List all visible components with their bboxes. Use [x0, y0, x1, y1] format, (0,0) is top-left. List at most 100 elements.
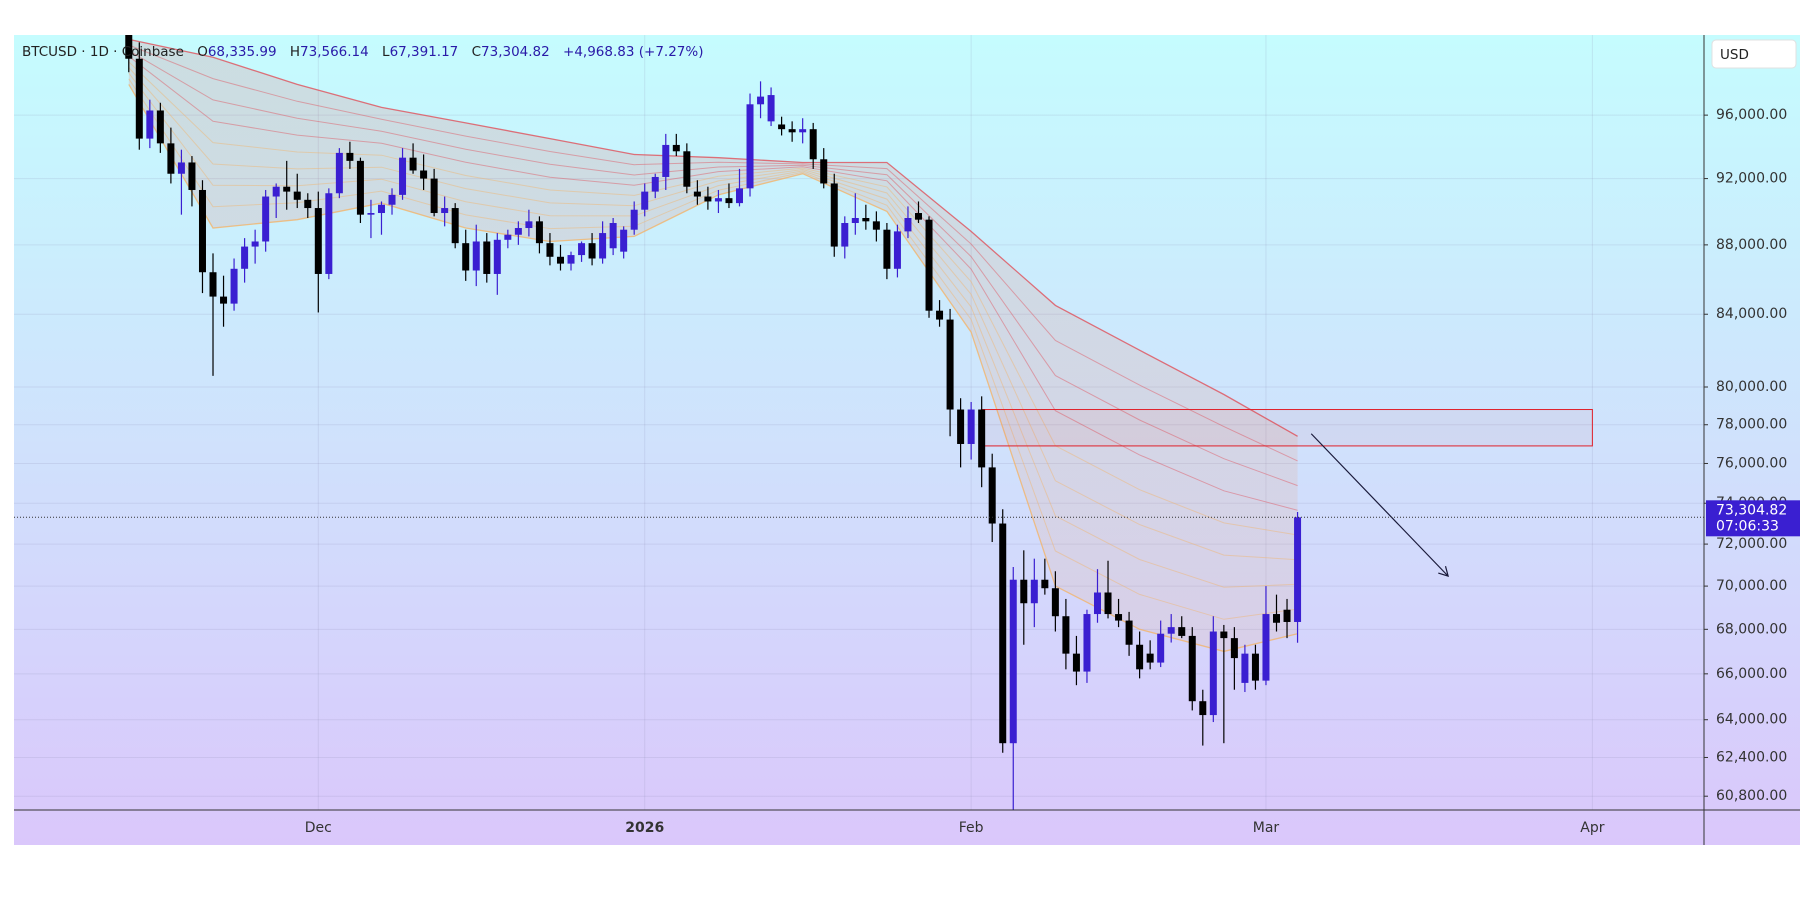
candle-body [220, 296, 228, 304]
last-price-box [1706, 500, 1800, 537]
candle-body [883, 229, 891, 269]
candle-body [957, 409, 965, 444]
candle-body [241, 246, 249, 269]
candle-body [778, 124, 786, 130]
candle-body [925, 219, 933, 311]
candle-body [1051, 588, 1059, 617]
y-tick-label: 76,000.00 [1716, 455, 1787, 471]
y-tick-label: 60,800.00 [1716, 788, 1787, 804]
y-tick-label: 70,000.00 [1716, 578, 1787, 594]
candle-body [830, 183, 838, 247]
x-tick-label: 2026 [625, 820, 664, 836]
ribbon-line [128, 44, 1298, 462]
candle-body [188, 162, 196, 190]
candle-body [714, 198, 722, 202]
y-tick-label: 78,000.00 [1716, 417, 1787, 433]
candle-body [367, 213, 375, 215]
candle-body [1020, 579, 1028, 604]
candle-body [346, 152, 354, 161]
countdown-label: 07:06:33 [1716, 518, 1779, 534]
candle-body [293, 191, 301, 200]
ohlc-value: 67,391.17 [389, 44, 459, 60]
candle-body [556, 256, 564, 264]
candle-body [735, 188, 743, 204]
candle-body [683, 151, 691, 187]
candle-body [314, 208, 322, 274]
candle-body [451, 208, 459, 244]
candle-body [609, 223, 617, 249]
candle-body [493, 239, 501, 274]
candle-body [599, 233, 607, 259]
candle-body [1220, 631, 1228, 639]
candle-body [177, 162, 185, 174]
ribbon-line [128, 61, 1298, 536]
candle-body [988, 467, 996, 524]
candle-body [946, 319, 954, 410]
x-tick-label: Apr [1580, 820, 1604, 836]
candle-body [1157, 633, 1165, 663]
candle-body [788, 129, 796, 133]
candle-body [1262, 614, 1270, 681]
candle-body [1209, 631, 1217, 716]
ohlc-value: 73,304.82 [481, 44, 550, 60]
candle-body [904, 218, 912, 232]
candle-body [1251, 653, 1259, 681]
ribbon-line [128, 55, 1298, 511]
candle-body [525, 221, 533, 229]
candle-body [167, 143, 175, 174]
candle-body [1030, 579, 1038, 604]
candle-body [672, 144, 680, 152]
candle-body [1136, 644, 1144, 670]
candle-body [862, 218, 870, 222]
candle-body [1272, 614, 1280, 623]
candle-body [272, 186, 280, 197]
x-tick-label: Feb [959, 820, 984, 836]
ohlc-key: O [197, 44, 208, 60]
candle-body [841, 223, 849, 247]
ribbon-line [128, 72, 1298, 588]
ohlc-value: 73,566.14 [300, 44, 369, 60]
candle-body [462, 243, 470, 271]
candle-body [1072, 653, 1080, 672]
ribbon-line [128, 50, 1298, 487]
candle-body [1241, 653, 1249, 683]
ohlc-key: C [471, 44, 482, 60]
y-tick-label: 62,400.00 [1716, 749, 1787, 765]
y-tick-label: 88,000.00 [1716, 237, 1787, 253]
candle-body [1041, 579, 1049, 589]
candle-body [567, 255, 575, 264]
candle-body [1104, 592, 1112, 615]
candle-body [978, 409, 986, 468]
currency-label: USD [1720, 47, 1749, 63]
y-tick-label: 96,000.00 [1716, 107, 1787, 123]
currency-button[interactable] [1711, 39, 1797, 69]
candle-body [135, 58, 143, 139]
candle-body [420, 170, 428, 179]
candle-body [725, 198, 733, 204]
y-tick-label: 64,000.00 [1716, 712, 1787, 728]
ohlc-value: 68,335.99 [207, 44, 277, 60]
candle-body [441, 208, 449, 214]
ribbon-upper [128, 38, 1298, 437]
candle-body [1083, 614, 1091, 672]
candle-body [1125, 620, 1133, 645]
x-tick-label: Mar [1253, 820, 1280, 836]
y-tick-label: 72,000.00 [1716, 536, 1787, 552]
candle-body [146, 110, 154, 139]
candle-body [125, 35, 133, 59]
grid [14, 35, 1704, 810]
ohlc-key: H [289, 44, 301, 60]
x-tick-label: Dec [305, 820, 332, 836]
candle-body [399, 157, 407, 195]
candle-body [893, 231, 901, 269]
candle-body [967, 409, 975, 444]
candle-body [620, 229, 628, 252]
axes: 96,000.00 92,000.00 88,000.00 84,000.00 80,0… [305, 107, 1800, 836]
candle-body [630, 209, 638, 230]
symbol: BTCUSD · 1D · Coinbase [22, 44, 184, 60]
candle-body [356, 160, 364, 215]
candle-body [757, 96, 765, 105]
candle-body [472, 241, 480, 271]
ribbon-line [128, 67, 1298, 561]
